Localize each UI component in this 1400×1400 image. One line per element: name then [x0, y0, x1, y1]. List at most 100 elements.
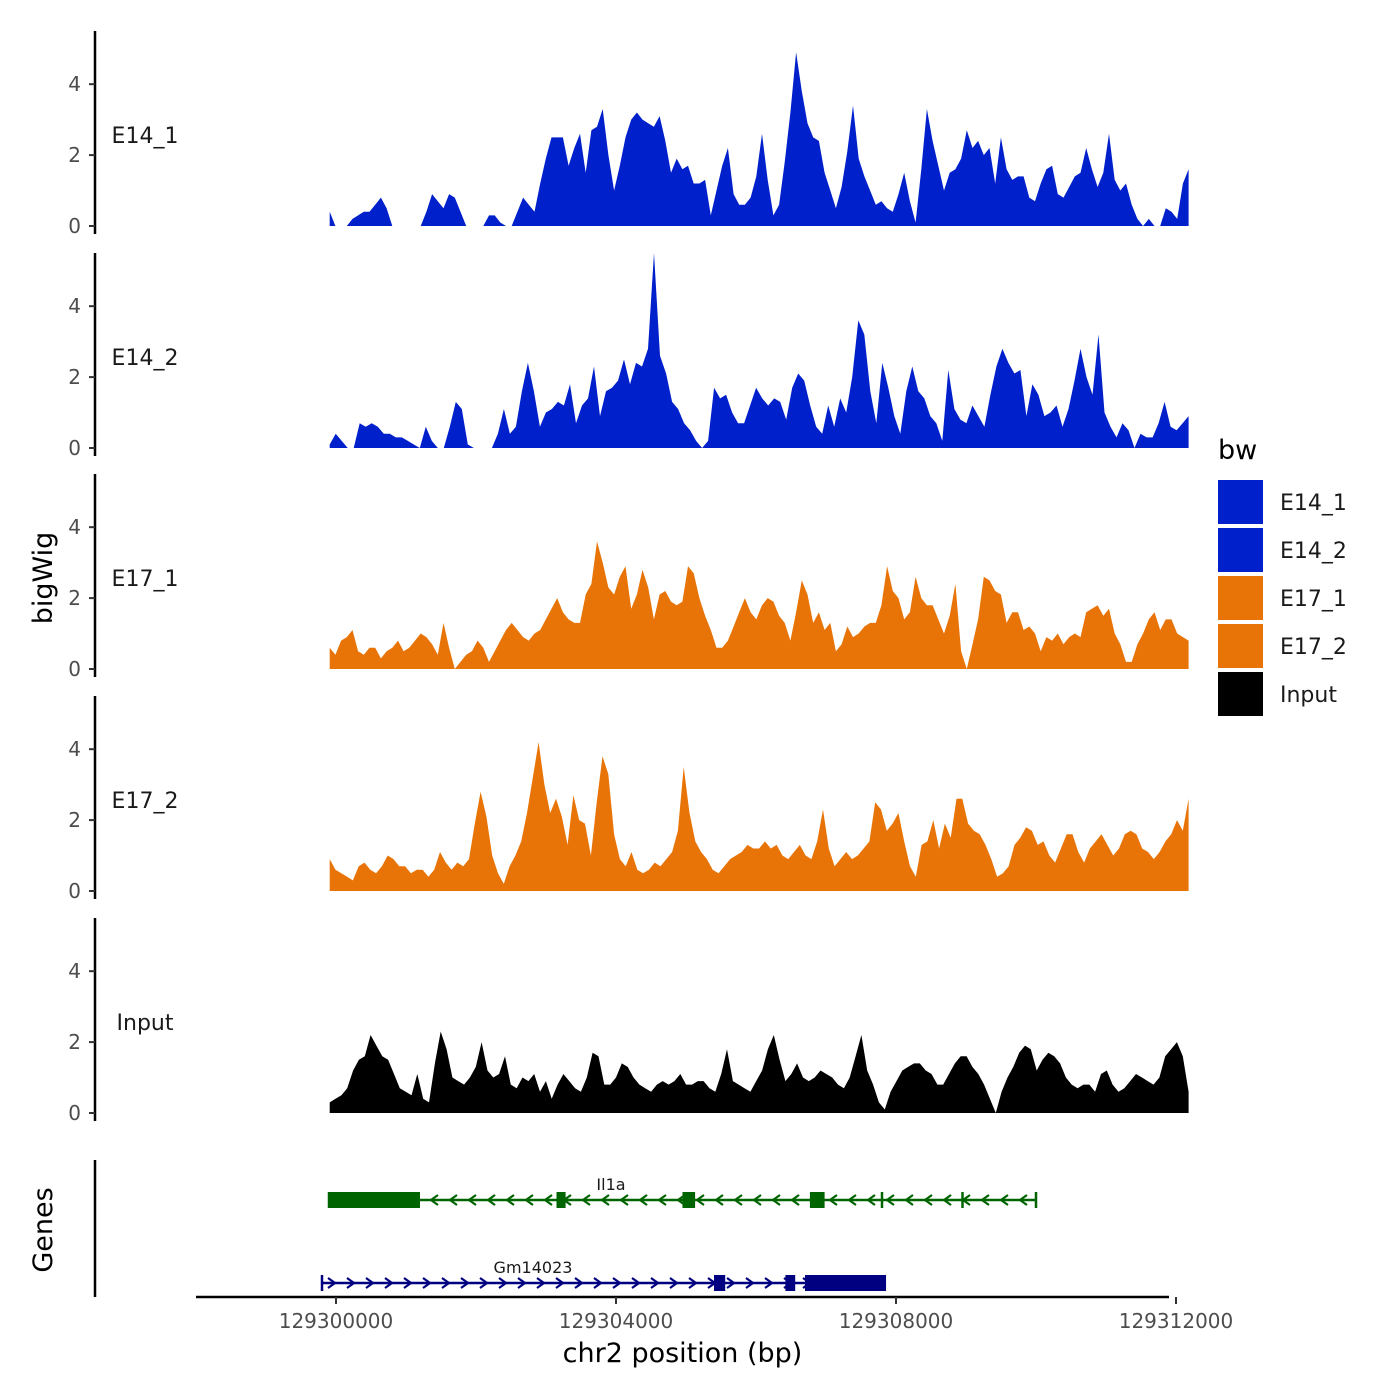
- strand-arrow: [726, 1277, 736, 1289]
- legend-label: E17_1: [1280, 587, 1347, 612]
- strand-arrow: [543, 1194, 553, 1206]
- gene-name-label: Gm14023: [494, 1258, 573, 1277]
- panel-e17-1: 0 2 4 E17_1: [68, 474, 1189, 681]
- x-tick-label: 129300000: [279, 1309, 394, 1333]
- strand-arrow: [904, 1194, 914, 1206]
- y-tick-label: 0: [68, 657, 81, 681]
- gene-gm14023: Gm14023: [320, 1258, 887, 1291]
- strand-arrow: [695, 1194, 705, 1206]
- y-tick-label: 2: [68, 586, 81, 610]
- y-tick-label: 2: [68, 143, 81, 167]
- strand-arrow: [536, 1277, 546, 1289]
- strand-arrow: [327, 1277, 337, 1289]
- strand-arrow: [593, 1277, 603, 1289]
- strand-arrow: [714, 1194, 724, 1206]
- x-tick-label: 129312000: [1119, 1309, 1234, 1333]
- legend-title: bw: [1218, 435, 1257, 466]
- gene-exon: [809, 1192, 825, 1208]
- y-tick-label: 0: [68, 214, 81, 238]
- legend-key-e17-2: [1218, 624, 1263, 668]
- strand-arrow: [612, 1277, 622, 1289]
- strand-arrow: [581, 1194, 591, 1206]
- signal-area-e14-1: [329, 52, 1189, 226]
- gene-exon: [329, 1192, 420, 1208]
- strand-arrow: [847, 1194, 857, 1206]
- genes-track-title: Genes: [28, 1187, 59, 1272]
- strand-arrow: [384, 1277, 394, 1289]
- strand-arrow: [764, 1277, 774, 1289]
- strand-arrow: [460, 1277, 470, 1289]
- y-tick-label: 4: [68, 737, 81, 761]
- x-tick-label: 129308000: [839, 1309, 954, 1333]
- strand-arrow: [745, 1277, 755, 1289]
- y-tick-label: 4: [68, 515, 81, 539]
- gene-exon: [805, 1275, 885, 1291]
- strand-arrow: [752, 1194, 762, 1206]
- strand-arrow: [866, 1194, 876, 1206]
- strand-arrow: [790, 1194, 800, 1206]
- panel-input: 0 2 4 Input: [68, 918, 1189, 1125]
- strand-arrow: [346, 1277, 356, 1289]
- y-tick-label: 4: [68, 959, 81, 983]
- strand-arrow: [942, 1194, 952, 1206]
- strand-arrow: [486, 1194, 496, 1206]
- strand-arrow: [422, 1277, 432, 1289]
- panel-label: E14_2: [112, 346, 179, 371]
- signal-area-e17-1: [329, 541, 1189, 669]
- signal-area-e14-2: [329, 253, 1189, 448]
- strand-arrow: [524, 1194, 534, 1206]
- strand-arrow: [650, 1277, 660, 1289]
- strand-arrow: [505, 1194, 515, 1206]
- legend-label: Input: [1280, 683, 1337, 708]
- strand-arrow: [980, 1194, 990, 1206]
- panel-label: E17_1: [112, 567, 179, 592]
- strand-arrow: [828, 1194, 838, 1206]
- strand-arrow: [467, 1194, 477, 1206]
- legend-key-e14-1: [1218, 480, 1263, 524]
- panel-e17-2: 0 2 4 E17_2: [68, 696, 1189, 903]
- gene-exon: [714, 1275, 726, 1291]
- legend-key-e14-2: [1218, 528, 1263, 572]
- panel-e14-2: 0 2 4 E14_2: [68, 253, 1189, 460]
- y-tick-label: 0: [68, 879, 81, 903]
- gene-il1a: Il1a: [327, 1175, 1038, 1208]
- strand-arrow: [441, 1277, 451, 1289]
- y-tick-label: 2: [68, 1030, 81, 1054]
- signal-area-e17-2: [329, 742, 1189, 891]
- y-tick-label: 2: [68, 365, 81, 389]
- strand-arrow: [923, 1194, 933, 1206]
- strand-arrow: [669, 1277, 679, 1289]
- y-tick-label: 4: [68, 294, 81, 318]
- x-tick-label: 129304000: [559, 1309, 674, 1333]
- strand-arrow: [448, 1194, 458, 1206]
- strand-arrow: [403, 1277, 413, 1289]
- strand-arrow: [657, 1194, 667, 1206]
- strand-arrow: [999, 1194, 1009, 1206]
- legend-key-e17-1: [1218, 576, 1263, 620]
- legend-key-input: [1218, 672, 1263, 716]
- strand-arrow: [688, 1277, 698, 1289]
- panel-label: E17_2: [112, 789, 179, 814]
- y-tick-label: 0: [68, 436, 81, 460]
- legend-label: E14_2: [1280, 539, 1347, 564]
- panel-e14-1: 0 2 4 E14_1: [68, 31, 1189, 238]
- y-tick-label: 2: [68, 808, 81, 832]
- strand-arrow: [771, 1194, 781, 1206]
- strand-arrow: [631, 1277, 641, 1289]
- strand-arrow: [1018, 1194, 1028, 1206]
- strand-arrow: [479, 1277, 489, 1289]
- x-axis-title: chr2 position (bp): [563, 1338, 803, 1369]
- strand-arrow: [365, 1277, 375, 1289]
- y-axis-title: bigWig: [28, 532, 59, 625]
- strand-arrow: [574, 1277, 584, 1289]
- strand-arrow: [638, 1194, 648, 1206]
- panel-label: Input: [117, 1011, 174, 1036]
- strand-arrow: [429, 1194, 439, 1206]
- strand-arrow: [619, 1194, 629, 1206]
- legend-label: E17_2: [1280, 635, 1347, 660]
- gene-exon: [682, 1192, 696, 1208]
- y-tick-label: 4: [68, 72, 81, 96]
- strand-arrow: [885, 1194, 895, 1206]
- gene-name-label: Il1a: [596, 1175, 625, 1194]
